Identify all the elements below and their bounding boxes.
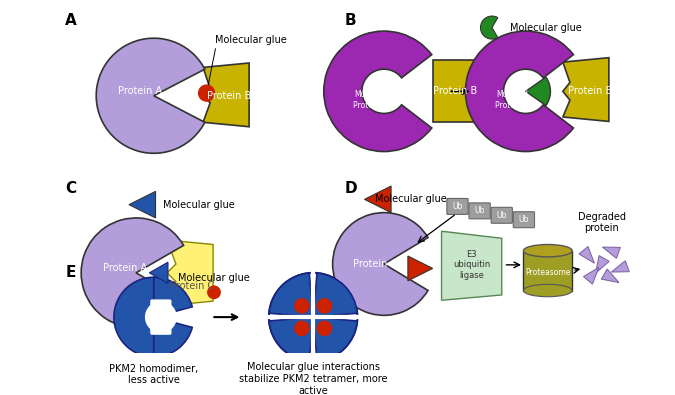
Text: Protein C: Protein C — [169, 281, 214, 291]
Text: Molecular glue: Molecular glue — [215, 35, 287, 45]
Text: Protein B: Protein B — [433, 87, 477, 96]
Wedge shape — [154, 317, 192, 357]
Polygon shape — [563, 58, 609, 121]
Text: C: C — [65, 181, 76, 196]
Text: E: E — [65, 265, 76, 280]
Circle shape — [198, 85, 215, 101]
Polygon shape — [601, 269, 619, 282]
Polygon shape — [364, 186, 391, 213]
Text: Ub: Ub — [497, 211, 507, 220]
Text: Ub: Ub — [452, 202, 462, 211]
Text: Molecular glue interactions
stabilize PKM2 tetramer, more
active: Molecular glue interactions stabilize PK… — [239, 363, 387, 395]
Text: Molecular glue: Molecular glue — [510, 23, 581, 32]
Text: Ub: Ub — [475, 206, 485, 215]
Text: Protein A: Protein A — [118, 87, 163, 96]
FancyBboxPatch shape — [447, 198, 468, 214]
Text: Proteasome: Proteasome — [525, 268, 570, 277]
FancyBboxPatch shape — [151, 299, 171, 335]
Text: Protein A: Protein A — [103, 263, 148, 273]
Text: Protein A: Protein A — [353, 259, 397, 269]
Circle shape — [269, 273, 358, 361]
Ellipse shape — [523, 245, 572, 257]
FancyBboxPatch shape — [513, 212, 535, 228]
Wedge shape — [481, 16, 497, 39]
Text: PKM2 homodimer,
less active: PKM2 homodimer, less active — [109, 364, 198, 386]
Bar — [523, 251, 572, 291]
Circle shape — [317, 321, 331, 335]
Text: Mutated
Protein A: Mutated Protein A — [353, 90, 388, 110]
Wedge shape — [81, 218, 184, 328]
Polygon shape — [149, 262, 168, 284]
Wedge shape — [154, 277, 192, 317]
Wedge shape — [313, 317, 357, 361]
FancyBboxPatch shape — [491, 207, 512, 223]
Wedge shape — [466, 31, 574, 152]
Text: A: A — [65, 13, 77, 28]
Text: D: D — [344, 181, 357, 196]
Wedge shape — [333, 213, 428, 315]
Circle shape — [295, 299, 309, 313]
Polygon shape — [612, 261, 629, 272]
Text: Ub: Ub — [518, 215, 529, 224]
Polygon shape — [408, 256, 433, 281]
Text: Molecular glue: Molecular glue — [163, 199, 234, 210]
Polygon shape — [441, 231, 502, 300]
Polygon shape — [129, 191, 155, 218]
Text: Molecular glue: Molecular glue — [375, 194, 447, 204]
Text: Protein B: Protein B — [568, 87, 612, 96]
Polygon shape — [579, 246, 595, 263]
Polygon shape — [595, 256, 609, 273]
Bar — [433, 60, 477, 122]
Polygon shape — [603, 247, 620, 258]
FancyBboxPatch shape — [469, 203, 490, 219]
Circle shape — [208, 286, 220, 299]
Text: B: B — [344, 13, 356, 28]
Wedge shape — [97, 38, 205, 153]
Text: Degraded
protein: Degraded protein — [578, 212, 626, 233]
Wedge shape — [114, 277, 154, 357]
Wedge shape — [269, 317, 313, 361]
Ellipse shape — [523, 284, 572, 297]
Wedge shape — [526, 77, 550, 105]
Wedge shape — [269, 273, 313, 317]
Polygon shape — [167, 240, 213, 306]
Text: Mutated
Protein A: Mutated Protein A — [495, 90, 530, 110]
Polygon shape — [583, 267, 599, 284]
Wedge shape — [145, 301, 177, 333]
Polygon shape — [203, 63, 249, 127]
Circle shape — [317, 299, 331, 313]
Text: Protein B: Protein B — [207, 91, 251, 101]
Text: Molecular glue: Molecular glue — [178, 273, 250, 283]
Text: E3
ubiquitin
ligase: E3 ubiquitin ligase — [453, 250, 490, 280]
Circle shape — [295, 321, 309, 335]
Wedge shape — [324, 31, 432, 152]
Wedge shape — [313, 273, 357, 317]
